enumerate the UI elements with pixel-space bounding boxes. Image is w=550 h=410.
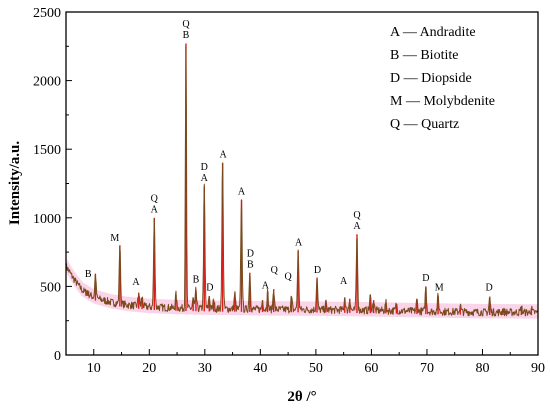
peak-label: A	[353, 221, 361, 232]
x-axis-title: 2θ /°	[287, 389, 316, 405]
legend-entry: Q — Quartz	[390, 117, 459, 132]
y-tick-label: 2500	[33, 6, 61, 21]
peak-label: M	[110, 233, 119, 244]
peak-label: A	[238, 187, 246, 198]
peak-label: D	[422, 273, 429, 284]
x-tick-label: 60	[364, 361, 378, 376]
peak-label: Q	[353, 210, 361, 221]
y-axis-ticks: 0 500 1000 1500 2000 2500	[33, 6, 72, 364]
peak-label: A	[220, 150, 228, 161]
intensity-series-line	[65, 46, 539, 317]
peak-label: Q	[271, 265, 279, 276]
peak-label: Q	[182, 19, 190, 30]
peak-label: D	[206, 283, 213, 294]
legend-entry: A — Andradite	[390, 25, 476, 40]
peak-label: D	[314, 265, 321, 276]
y-axis-title: Intensity/a.u.	[7, 141, 23, 225]
peak-label: A	[201, 173, 209, 184]
x-tick-label: 80	[475, 361, 489, 376]
peak-label: A	[151, 204, 159, 215]
y-tick-label: 500	[40, 280, 61, 295]
x-axis-ticks: 10 20 30 40 50 60 70 80 90	[65, 349, 545, 376]
peak-label: Q	[151, 193, 159, 204]
peak-label: A	[132, 277, 140, 288]
legend: A — Andradite B — Biotite D — Diopside M — …	[390, 25, 495, 132]
x-tick-label: 20	[142, 361, 156, 376]
peak-label: B	[183, 30, 190, 41]
y-tick-label: 0	[54, 349, 61, 364]
peak-label: D	[486, 283, 493, 294]
peak-label: A	[340, 276, 348, 287]
peak-label: Q	[285, 272, 293, 283]
x-tick-label: 40	[253, 361, 267, 376]
peak-label: B	[193, 274, 200, 285]
legend-entry: D — Diopside	[390, 71, 472, 86]
legend-entry: B — Biotite	[390, 48, 458, 63]
x-tick-label: 10	[87, 361, 101, 376]
x-tick-label: 70	[420, 361, 434, 376]
y-tick-label: 2000	[33, 75, 61, 90]
peak-label: B	[247, 259, 254, 270]
x-tick-label: 50	[309, 361, 323, 376]
peak-label: A	[295, 237, 303, 248]
y-tick-label: 1000	[33, 212, 61, 227]
peak-label: A	[262, 281, 270, 292]
peak-label: B	[85, 269, 92, 280]
legend-entry: M — Molybdenite	[390, 94, 495, 109]
peak-label: D	[201, 162, 208, 173]
y-tick-label: 1500	[33, 143, 61, 158]
peak-label: M	[435, 283, 444, 294]
peak-label: D	[247, 248, 254, 259]
x-tick-label: 30	[198, 361, 212, 376]
x-tick-label: 90	[531, 361, 545, 376]
